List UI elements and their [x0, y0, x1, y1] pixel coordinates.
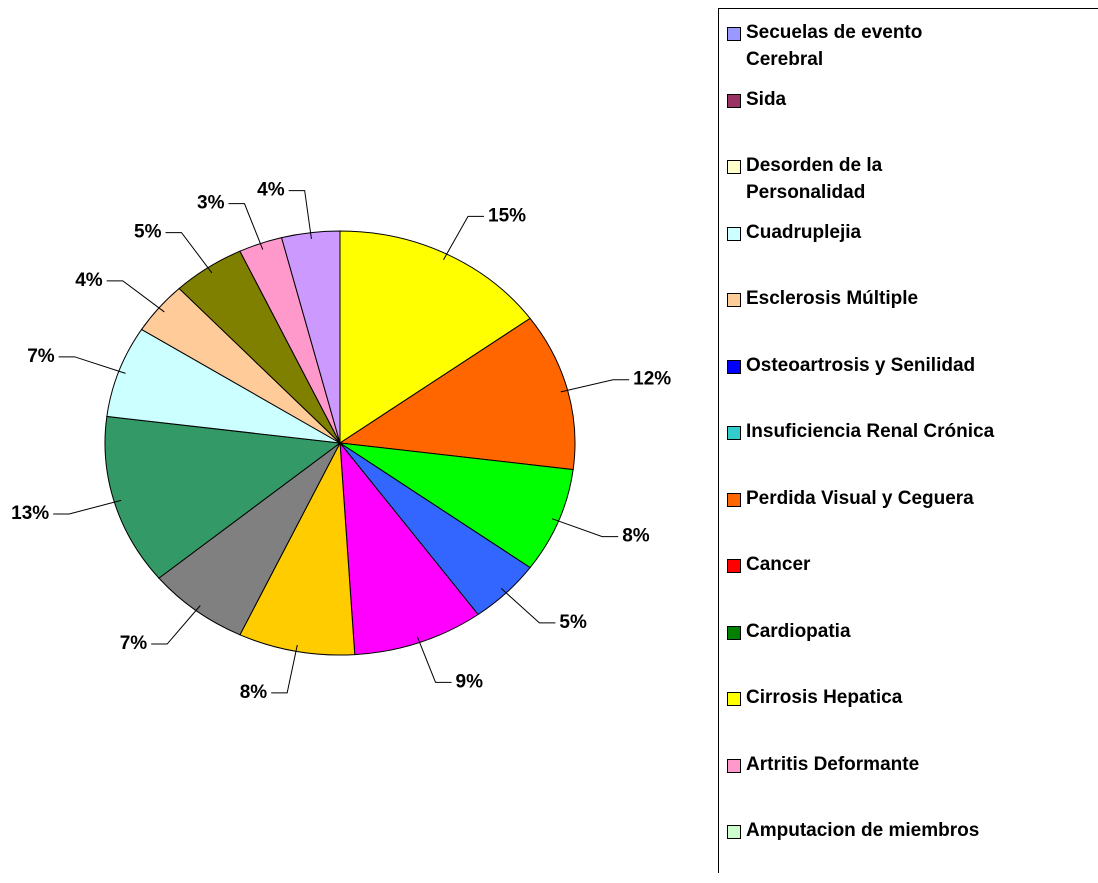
legend-item: Amputacion de miembros [727, 817, 979, 883]
legend-label: Perdida Visual y Ceguera [746, 487, 974, 509]
legend-swatch [727, 758, 741, 773]
data-label: 3% [197, 193, 225, 214]
legend-item: Insuficiencia Renal Crónica [727, 418, 994, 484]
legend-label: Artritis Deformante [746, 753, 920, 775]
legend-swatch [727, 426, 741, 440]
chart: 15% 12% 8% 5% 9% 8% 7% 13% 7% 4% 5% 3% 4% [11, 180, 671, 703]
legend-item: Desorden de la Personalidad [727, 152, 882, 218]
legend-item: Sida [727, 86, 786, 152]
legend-swatch [727, 825, 741, 839]
legend-item: Secuelas de evento Cerebral [727, 19, 922, 85]
leader-line [551, 518, 619, 538]
leader-line [228, 203, 264, 250]
data-label: 4% [75, 270, 103, 291]
legend-label: Sida [746, 88, 787, 110]
legend-label: Amputacion de miembros [746, 820, 980, 841]
legend-swatch [727, 692, 741, 706]
legend-swatch [727, 359, 741, 374]
data-label: 7% [27, 346, 55, 367]
leader-line [560, 379, 630, 393]
legend-item: Esclerosis Múltiple [727, 285, 918, 351]
leader-line [288, 190, 312, 240]
legend-label: Esclerosis Múltiple [746, 288, 919, 309]
data-label: 4% [257, 180, 285, 201]
legend-label: Cirrosis Hepatica [746, 687, 903, 708]
legend-label: Cancer [746, 554, 811, 575]
leader-line [271, 644, 298, 694]
legend-item: Cancer [727, 551, 810, 617]
legend-swatch [727, 492, 741, 507]
legend-item: Cuadruplejia [727, 219, 861, 285]
legend-swatch [727, 93, 741, 108]
legend-label: Desorden de la Personalidad [746, 155, 883, 203]
legend-swatch [727, 160, 741, 174]
legend-swatch [727, 293, 741, 307]
data-label: 15% [488, 205, 526, 226]
data-label: 5% [559, 612, 587, 633]
leader-line [106, 280, 165, 313]
legend-label: Secuelas de evento Cerebral [746, 22, 923, 70]
legend-label: Osteoartrosis y Senilidad [746, 354, 976, 376]
data-label: 8% [240, 682, 268, 703]
leader-line [53, 499, 122, 515]
data-label: 7% [120, 633, 148, 654]
data-label: 5% [134, 222, 162, 243]
legend-label: Cardiopatia [746, 620, 851, 642]
data-label: 13% [11, 503, 49, 524]
legend-item: Artritis Deformante [727, 751, 919, 817]
data-label: 8% [622, 526, 650, 547]
legend-swatch [727, 226, 741, 241]
leader-line [165, 232, 213, 274]
legend-label: Cuadruplejia [746, 221, 862, 243]
legend-swatch [727, 559, 741, 573]
legend-item: Osteoartrosis y Senilidad [727, 352, 975, 418]
legend-label: Insuficiencia Renal Crónica [746, 421, 995, 442]
legend-item: Cirrosis Hepatica [727, 684, 902, 750]
legend: Secuelas de evento Cerebral Sida Desorden … [718, 8, 1098, 873]
leader-line [500, 588, 556, 624]
data-label: 9% [456, 671, 484, 692]
leader-line [443, 215, 485, 261]
legend-item: Perdida Visual y Ceguera [727, 485, 974, 551]
leader-line [416, 636, 452, 683]
data-label: 12% [633, 369, 671, 390]
legend-swatch [727, 27, 741, 41]
leader-line [58, 356, 126, 374]
legend-swatch [727, 625, 741, 640]
leader-line [151, 605, 201, 645]
legend-item: Cardiopatia [727, 618, 851, 684]
